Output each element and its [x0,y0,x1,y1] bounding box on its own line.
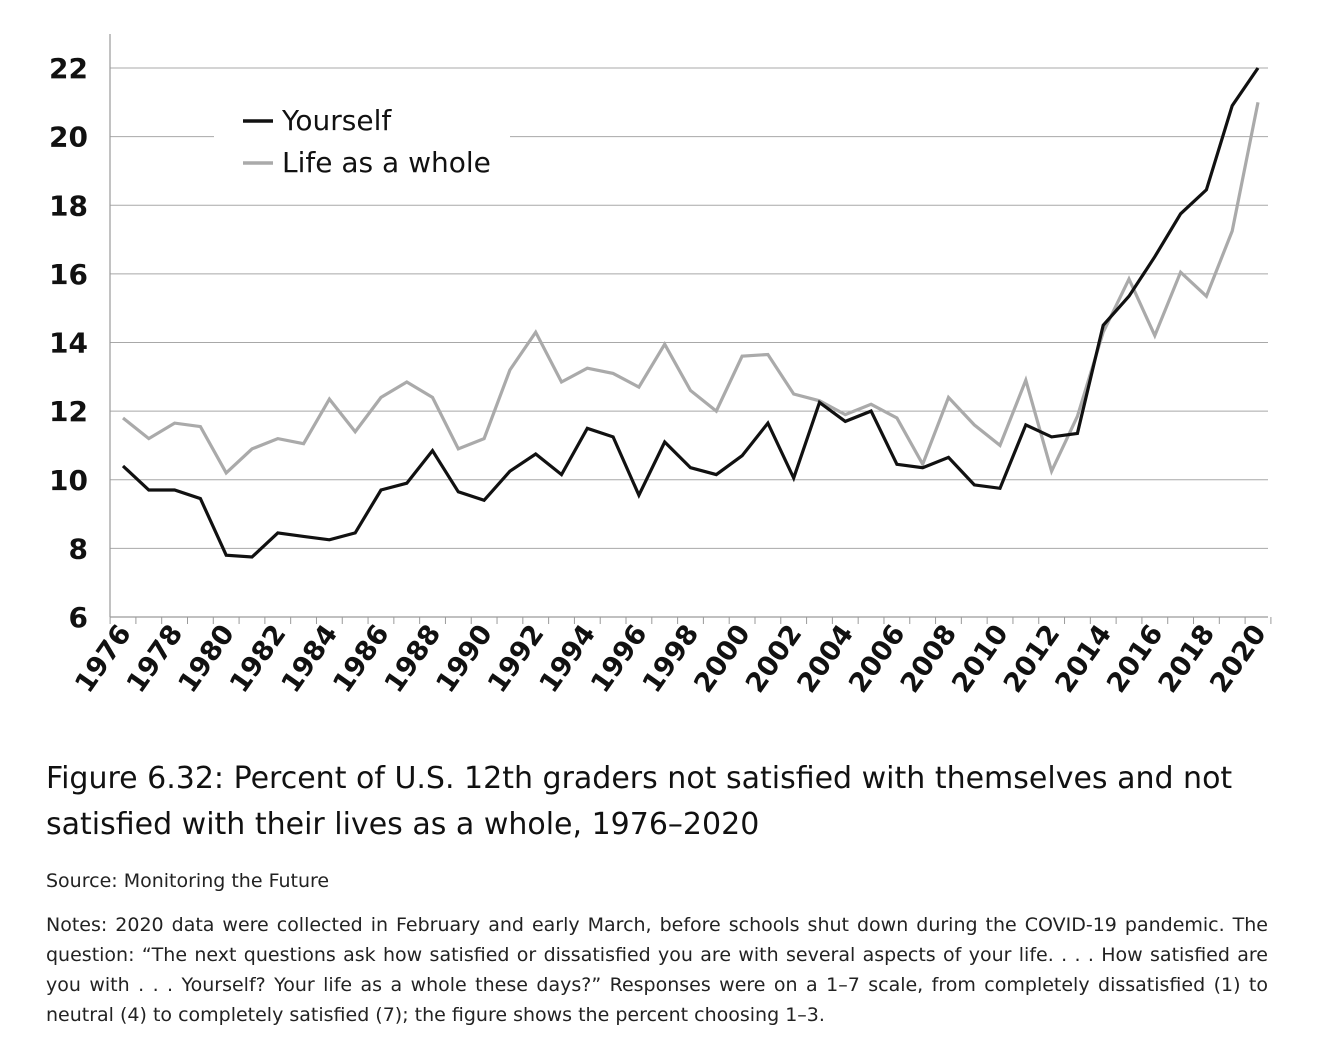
y-tick-label: 22 [49,52,88,85]
x-tick-label: 1994 [534,619,603,698]
y-tick-label: 6 [69,601,88,634]
x-tick-label: 1980 [172,619,241,698]
y-tick-label: 14 [49,327,88,360]
y-tick-label: 20 [49,121,88,154]
legend-label: Yourself [281,104,392,137]
x-tick-label: 2016 [1101,619,1170,698]
x-tick-label: 1986 [327,619,396,698]
x-tick-label: 2012 [998,619,1067,698]
series-line-yourself [121,67,1260,559]
x-tick-label: 2008 [895,619,964,698]
x-tick-label: 2010 [946,619,1015,698]
series-lines [121,67,1260,559]
x-tick-label: 2000 [688,619,757,698]
y-tick-label: 8 [69,532,88,565]
legend-background [214,96,510,186]
y-tick-label: 10 [49,464,88,497]
notes-text: Notes: 2020 data were collected in Febru… [46,914,1268,1026]
x-axis-ticks: 1976197819801982198419861988199019921994… [69,617,1273,699]
x-tick-label: 2020 [1204,619,1273,698]
x-tick-label: 1998 [637,619,706,698]
y-axis-ticks: 6 8 10 12 14 16 18 20 22 [49,52,88,634]
x-tick-label: 2002 [740,619,809,698]
legend-label: Life as a whole [282,146,491,179]
x-tick-label: 1992 [482,619,551,698]
legend: Yourself Life as a whole [243,104,491,179]
line-chart: 6 8 10 12 14 16 18 20 22 19761978198019821984198… [49,34,1273,699]
x-tick-label: 1990 [430,619,499,698]
y-tick-label: 12 [49,395,88,428]
y-tick-label: 18 [49,189,88,222]
x-tick-label: 1982 [224,619,293,698]
x-tick-label: 2006 [843,619,912,698]
source-note: Source: Monitoring the Future [46,870,330,892]
figure-title: Figure 6.32: Percent of U.S. 12th grader… [46,761,1233,842]
x-tick-label: 1996 [585,619,654,698]
x-tick-label: 1978 [121,619,190,698]
y-tick-label: 16 [49,258,88,291]
x-tick-label: 1988 [379,619,448,698]
x-tick-label: 1984 [276,619,345,698]
x-tick-label: 2004 [792,619,861,698]
x-tick-label: 2014 [1049,619,1118,698]
x-tick-label: 2018 [1153,619,1222,698]
